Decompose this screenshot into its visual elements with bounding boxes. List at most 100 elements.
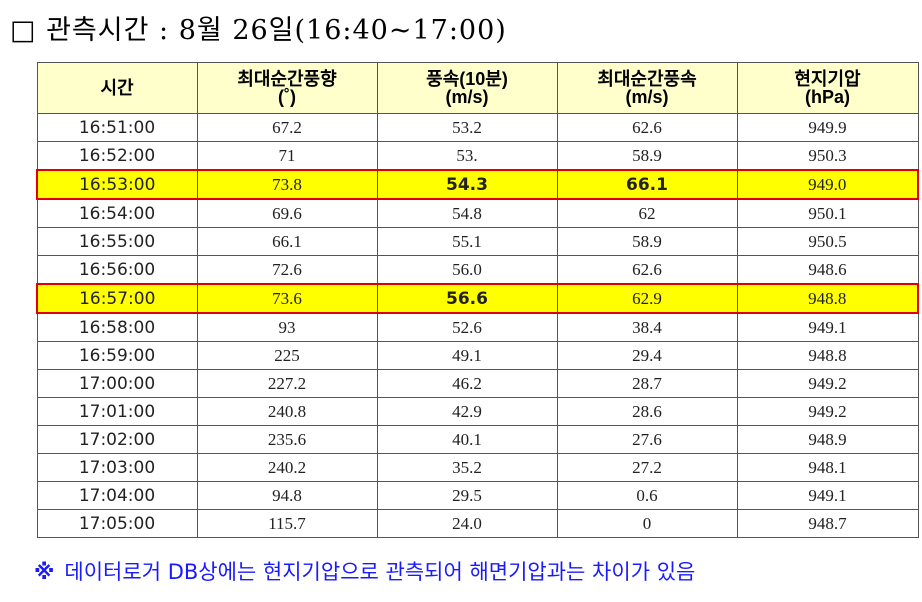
- wind-speed-cell: 53.2: [376, 113, 558, 142]
- wind-speed-cell: 40.1: [376, 425, 558, 454]
- gust-speed-cell: 29.4: [556, 341, 738, 370]
- wind-speed-cell: 42.9: [376, 397, 558, 426]
- wind-speed-cell: 56.0: [376, 255, 558, 285]
- header-max-gust-speed: 최대순간풍속 (m/s): [556, 62, 738, 114]
- header-label: 풍속(10분): [426, 69, 508, 89]
- direction-cell: 72.6: [196, 255, 378, 285]
- time-cell: 17:03:00: [36, 453, 198, 482]
- time-cell: 16:57:00: [36, 283, 198, 314]
- table-row: 16:59:00 225 49.1 29.4 948.8: [36, 341, 919, 370]
- wind-speed-cell: 55.1: [376, 227, 558, 256]
- direction-cell: 94.8: [196, 481, 378, 510]
- gust-speed-cell: 62: [556, 198, 738, 228]
- header-unit: (m/s): [625, 87, 669, 107]
- wind-speed-cell: 24.0: [376, 509, 558, 538]
- table-row: 17:02:00 235.6 40.1 27.6 948.9: [36, 425, 919, 454]
- header-label: 시간: [100, 78, 134, 98]
- table-row: 16:55:00 66.1 55.1 58.9 950.5: [36, 227, 919, 256]
- pressure-cell: 948.8: [736, 341, 919, 370]
- footnote: ※ 데이터로거 DB상에는 현지기압으로 관측되어 해면기압과는 차이가 있음: [34, 556, 695, 586]
- time-cell: 16:58:00: [36, 312, 198, 342]
- gust-speed-cell: 27.6: [556, 425, 738, 454]
- observation-table-container: 시간 최대순간풍향 (˚) 풍속(10분) (m/s) 최대순간풍속 (m/s) 현지기압 (h…: [36, 62, 919, 538]
- header-unit: (hPa): [805, 87, 850, 107]
- table-row: 17:04:00 94.8 29.5 0.6 949.1: [36, 481, 919, 510]
- table-row: 17:03:00 240.2 35.2 27.2 948.1: [36, 453, 919, 482]
- table-row: 16:54:00 69.6 54.8 62 950.1: [36, 198, 919, 228]
- header-unit: (˚): [278, 87, 296, 107]
- gust-speed-cell: 58.9: [556, 227, 738, 256]
- direction-cell: 225: [196, 341, 378, 370]
- direction-cell: 66.1: [196, 227, 378, 256]
- direction-cell: 240.8: [196, 397, 378, 426]
- wind-speed-cell: 53.: [376, 141, 558, 171]
- header-row: 시간 최대순간풍향 (˚) 풍속(10분) (m/s) 최대순간풍속 (m/s) 현지기압 (h…: [36, 62, 919, 114]
- header-max-gust-direction: 최대순간풍향 (˚): [196, 62, 378, 114]
- reference-mark: ※: [34, 560, 55, 584]
- wind-speed-cell: 49.1: [376, 341, 558, 370]
- time-cell: 17:01:00: [36, 397, 198, 426]
- gust-speed-cell: 0: [556, 509, 738, 538]
- direction-cell: 69.6: [196, 198, 378, 228]
- pressure-cell: 949.2: [736, 397, 919, 426]
- wind-speed-cell: 35.2: [376, 453, 558, 482]
- pressure-cell: 948.6: [736, 255, 919, 285]
- time-cell: 17:05:00: [36, 509, 198, 538]
- gust-speed-cell: 0.6: [556, 481, 738, 510]
- page-title: □ 관측시간 : 8월 26일(16:40~17:00): [10, 15, 507, 46]
- table-row: 17:01:00 240.8 42.9 28.6 949.2: [36, 397, 919, 426]
- time-cell: 16:54:00: [36, 198, 198, 228]
- gust-speed-cell: 66.1: [556, 169, 738, 200]
- time-cell: 16:59:00: [36, 341, 198, 370]
- direction-cell: 67.2: [196, 113, 378, 142]
- wind-speed-cell: 54.3: [376, 169, 558, 200]
- table-row-highlighted: 16:57:00 73.6 56.6 62.9 948.8: [36, 283, 919, 314]
- time-cell: 17:00:00: [36, 369, 198, 398]
- pressure-cell: 949.0: [736, 169, 919, 200]
- pressure-cell: 949.1: [736, 481, 919, 510]
- time-cell: 16:56:00: [36, 255, 198, 285]
- header-time: 시간: [36, 62, 198, 114]
- pressure-cell: 948.9: [736, 425, 919, 454]
- pressure-cell: 949.9: [736, 113, 919, 142]
- time-cell: 17:02:00: [36, 425, 198, 454]
- time-cell: 16:55:00: [36, 227, 198, 256]
- gust-speed-cell: 58.9: [556, 141, 738, 171]
- gust-speed-cell: 62.6: [556, 255, 738, 285]
- pressure-cell: 949.2: [736, 369, 919, 398]
- gust-speed-cell: 27.2: [556, 453, 738, 482]
- pressure-cell: 948.1: [736, 453, 919, 482]
- direction-cell: 240.2: [196, 453, 378, 482]
- direction-cell: 115.7: [196, 509, 378, 538]
- direction-cell: 73.8: [196, 169, 378, 200]
- pressure-cell: 950.3: [736, 141, 919, 171]
- pressure-cell: 948.8: [736, 283, 919, 314]
- gust-speed-cell: 38.4: [556, 312, 738, 342]
- pressure-cell: 950.5: [736, 227, 919, 256]
- table-row: 16:56:00 72.6 56.0 62.6 948.6: [36, 255, 919, 285]
- wind-speed-cell: 56.6: [376, 283, 558, 314]
- direction-cell: 235.6: [196, 425, 378, 454]
- direction-cell: 71: [196, 141, 378, 171]
- gust-speed-cell: 62.9: [556, 283, 738, 314]
- wind-speed-cell: 29.5: [376, 481, 558, 510]
- table-row: 17:05:00 115.7 24.0 0 948.7: [36, 509, 919, 538]
- gust-speed-cell: 28.6: [556, 397, 738, 426]
- header-label: 현지기압: [794, 69, 861, 89]
- header-wind-speed-10min: 풍속(10분) (m/s): [376, 62, 558, 114]
- direction-cell: 93: [196, 312, 378, 342]
- header-station-pressure: 현지기압 (hPa): [736, 62, 919, 114]
- observation-table: 시간 최대순간풍향 (˚) 풍속(10분) (m/s) 최대순간풍속 (m/s) 현지기압 (h…: [36, 62, 919, 538]
- gust-speed-cell: 62.6: [556, 113, 738, 142]
- header-label: 최대순간풍속: [597, 69, 697, 89]
- table-row: 16:52:00 71 53. 58.9 950.3: [36, 141, 919, 171]
- pressure-cell: 950.1: [736, 198, 919, 228]
- wind-speed-cell: 52.6: [376, 312, 558, 342]
- table-row: 16:58:00 93 52.6 38.4 949.1: [36, 312, 919, 342]
- footnote-text: 데이터로거 DB상에는 현지기압으로 관측되어 해면기압과는 차이가 있음: [64, 560, 696, 584]
- time-cell: 17:04:00: [36, 481, 198, 510]
- time-cell: 16:51:00: [36, 113, 198, 142]
- table-row: 17:00:00 227.2 46.2 28.7 949.2: [36, 369, 919, 398]
- pressure-cell: 948.7: [736, 509, 919, 538]
- header-unit: (m/s): [445, 87, 489, 107]
